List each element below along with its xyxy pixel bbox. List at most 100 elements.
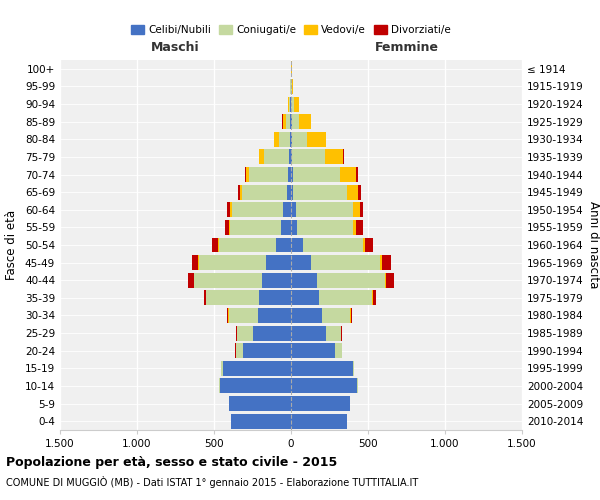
Bar: [212, 238, 218, 252]
Bar: [358, 184, 361, 200]
Bar: [291, 308, 322, 323]
Legend: Celibi/Nubili, Coniugati/e, Vedovi/e, Divorziati/e: Celibi/Nubili, Coniugati/e, Vedovi/e, Di…: [127, 21, 455, 40]
Bar: [229, 396, 291, 411]
Bar: [290, 96, 291, 112]
Bar: [259, 290, 291, 306]
Bar: [203, 290, 206, 306]
Bar: [386, 273, 394, 287]
Bar: [227, 202, 230, 218]
Bar: [188, 273, 194, 287]
Bar: [353, 220, 356, 235]
Bar: [291, 114, 292, 129]
Bar: [291, 361, 353, 376]
Bar: [292, 79, 293, 94]
Bar: [229, 220, 230, 235]
Bar: [362, 238, 365, 252]
Bar: [236, 326, 237, 340]
Bar: [294, 96, 299, 112]
Bar: [290, 132, 291, 147]
Y-axis label: Anni di nascita: Anni di nascita: [587, 202, 600, 288]
Bar: [335, 343, 342, 358]
Bar: [250, 167, 288, 182]
Bar: [281, 220, 291, 235]
Bar: [283, 114, 286, 129]
Bar: [372, 290, 373, 306]
Bar: [289, 150, 291, 164]
Text: COMUNE DI MUGGIÒ (MB) - Dati ISTAT 1° gennaio 2015 - Elaborazione TUTTITALIA.IT: COMUNE DI MUGGIÒ (MB) - Dati ISTAT 1° ge…: [6, 476, 418, 488]
Bar: [326, 326, 341, 340]
Bar: [247, 167, 250, 182]
Bar: [192, 255, 198, 270]
Bar: [287, 184, 291, 200]
Bar: [291, 326, 326, 340]
Y-axis label: Fasce di età: Fasce di età: [5, 210, 18, 280]
Bar: [291, 167, 293, 182]
Bar: [231, 414, 291, 428]
Bar: [325, 150, 343, 164]
Bar: [292, 96, 294, 112]
Bar: [232, 202, 283, 218]
Bar: [357, 378, 358, 394]
Bar: [288, 96, 289, 112]
Text: Femmine: Femmine: [374, 41, 439, 54]
Bar: [299, 114, 311, 129]
Bar: [343, 150, 344, 164]
Bar: [311, 255, 380, 270]
Bar: [291, 220, 297, 235]
Bar: [220, 378, 291, 394]
Bar: [293, 184, 347, 200]
Bar: [356, 167, 358, 182]
Bar: [293, 167, 340, 182]
Bar: [237, 326, 253, 340]
Bar: [317, 273, 385, 287]
Text: Popolazione per età, sesso e stato civile - 2015: Popolazione per età, sesso e stato civil…: [6, 456, 337, 469]
Bar: [292, 132, 307, 147]
Bar: [206, 290, 259, 306]
Bar: [288, 167, 291, 182]
Bar: [380, 255, 382, 270]
Bar: [238, 184, 240, 200]
Bar: [225, 220, 229, 235]
Bar: [243, 343, 291, 358]
Bar: [292, 114, 299, 129]
Bar: [253, 326, 291, 340]
Bar: [279, 132, 290, 147]
Bar: [258, 308, 291, 323]
Bar: [221, 361, 223, 376]
Bar: [291, 150, 292, 164]
Bar: [199, 255, 266, 270]
Bar: [240, 184, 242, 200]
Bar: [264, 150, 289, 164]
Bar: [262, 273, 291, 287]
Bar: [291, 238, 302, 252]
Bar: [230, 220, 281, 235]
Bar: [353, 202, 359, 218]
Bar: [291, 414, 347, 428]
Bar: [296, 202, 353, 218]
Bar: [291, 273, 317, 287]
Bar: [340, 167, 356, 182]
Bar: [291, 343, 335, 358]
Bar: [365, 238, 373, 252]
Bar: [274, 132, 279, 147]
Bar: [227, 308, 229, 323]
Bar: [297, 220, 353, 235]
Bar: [385, 273, 386, 287]
Bar: [259, 150, 264, 164]
Bar: [307, 132, 326, 147]
Bar: [291, 184, 293, 200]
Bar: [291, 378, 357, 394]
Bar: [291, 255, 311, 270]
Bar: [356, 220, 362, 235]
Bar: [353, 361, 355, 376]
Bar: [266, 255, 291, 270]
Bar: [292, 150, 325, 164]
Bar: [236, 343, 243, 358]
Bar: [291, 396, 350, 411]
Bar: [359, 202, 364, 218]
Bar: [223, 361, 291, 376]
Bar: [350, 308, 352, 323]
Bar: [283, 202, 291, 218]
Bar: [373, 290, 376, 306]
Bar: [291, 290, 319, 306]
